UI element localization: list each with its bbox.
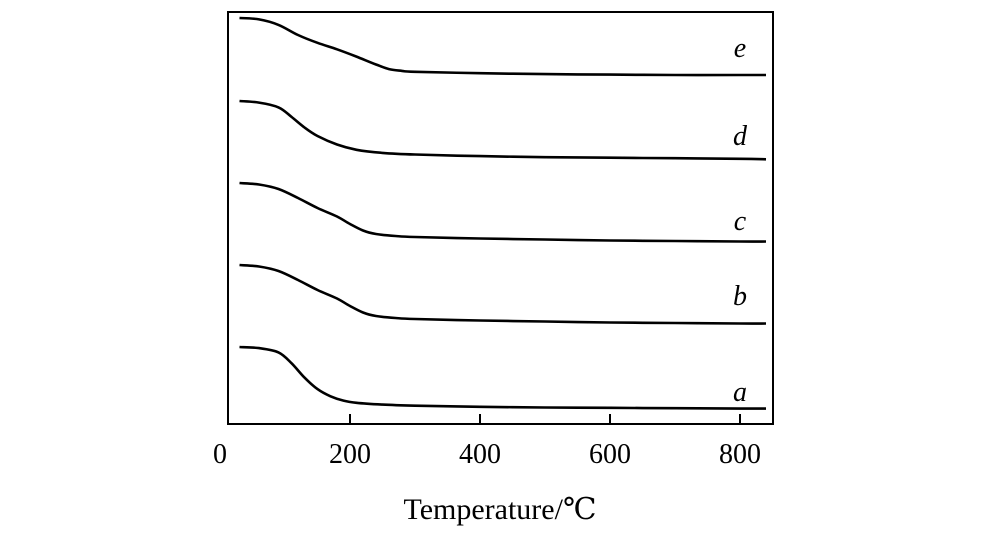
series-labels: a b c d e (733, 33, 748, 408)
series-line-b (239, 263, 767, 325)
series-label-a: a (733, 377, 747, 408)
series-line-e (239, 16, 766, 77)
series-line-a (239, 345, 766, 410)
plot-frame (227, 11, 774, 425)
series-label-c: c (734, 206, 747, 237)
x-tick-label-800: 800 (719, 439, 761, 470)
series-label-e: e (734, 33, 746, 64)
x-tick-label-600: 600 (589, 439, 631, 470)
series-label-b: b (733, 281, 747, 312)
x-tick-label-200: 200 (329, 439, 371, 470)
curves (239, 16, 767, 410)
x-ticks (349, 414, 741, 424)
series-line-c (239, 181, 767, 243)
x-tick-label-400: 400 (459, 439, 501, 470)
series-label-d: d (733, 121, 748, 152)
x-tick-label-0: 0 (213, 439, 227, 470)
x-tick-labels: 0 200 400 600 800 (213, 439, 761, 470)
x-axis-title: Temperature/℃ (403, 493, 596, 526)
series-line-d (239, 99, 767, 161)
